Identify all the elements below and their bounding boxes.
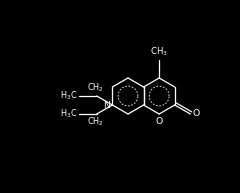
- Text: CH$_3$: CH$_3$: [150, 46, 168, 58]
- Text: H$_3$C: H$_3$C: [60, 90, 77, 102]
- Text: O: O: [192, 109, 200, 119]
- Text: CH$_2$: CH$_2$: [87, 82, 104, 95]
- Text: CH$_2$: CH$_2$: [87, 115, 104, 128]
- Text: O: O: [156, 117, 163, 125]
- Text: N: N: [103, 101, 110, 109]
- Text: H$_3$C: H$_3$C: [60, 108, 77, 120]
